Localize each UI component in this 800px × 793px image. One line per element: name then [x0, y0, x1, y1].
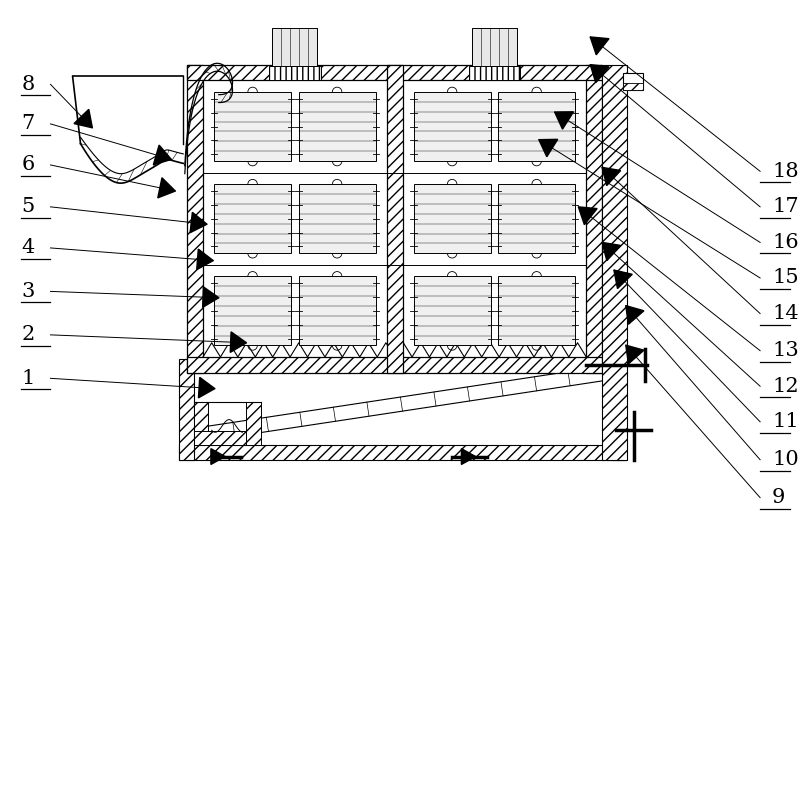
- Bar: [214, 276, 291, 346]
- Polygon shape: [626, 305, 644, 324]
- Text: 6: 6: [22, 155, 34, 174]
- Polygon shape: [602, 167, 621, 186]
- Bar: [298, 184, 376, 253]
- Polygon shape: [590, 64, 609, 82]
- Text: 5: 5: [22, 197, 34, 216]
- Bar: [187, 64, 602, 80]
- Text: 4: 4: [22, 239, 34, 258]
- Polygon shape: [190, 213, 207, 232]
- Bar: [187, 64, 203, 373]
- Bar: [298, 276, 376, 346]
- Polygon shape: [202, 287, 219, 308]
- Bar: [586, 64, 602, 373]
- Text: 15: 15: [772, 269, 798, 288]
- Polygon shape: [462, 449, 476, 465]
- Polygon shape: [230, 331, 246, 352]
- Polygon shape: [539, 140, 558, 157]
- Polygon shape: [154, 145, 171, 165]
- Text: 18: 18: [772, 162, 798, 181]
- Bar: [623, 83, 643, 90]
- Text: 10: 10: [772, 450, 798, 469]
- Polygon shape: [197, 249, 214, 270]
- Polygon shape: [626, 345, 644, 364]
- Bar: [472, 29, 517, 66]
- Bar: [194, 402, 208, 446]
- Bar: [298, 92, 376, 161]
- Polygon shape: [211, 449, 225, 465]
- Polygon shape: [602, 243, 621, 261]
- Bar: [214, 92, 291, 161]
- Bar: [414, 92, 490, 161]
- Bar: [469, 66, 520, 80]
- Bar: [498, 276, 575, 346]
- Bar: [272, 29, 318, 66]
- Bar: [611, 373, 626, 460]
- Bar: [498, 92, 575, 161]
- Polygon shape: [578, 207, 597, 224]
- Bar: [269, 66, 321, 80]
- Text: 12: 12: [772, 377, 798, 396]
- Polygon shape: [614, 270, 632, 289]
- Bar: [194, 431, 261, 446]
- Bar: [386, 64, 402, 373]
- Text: 11: 11: [772, 412, 798, 431]
- Bar: [602, 64, 627, 460]
- Text: 1: 1: [22, 369, 34, 388]
- Bar: [623, 72, 643, 90]
- Text: 13: 13: [772, 341, 798, 360]
- Text: 16: 16: [772, 233, 798, 252]
- Bar: [179, 446, 626, 460]
- Text: 7: 7: [22, 114, 34, 133]
- Text: 3: 3: [22, 282, 34, 301]
- Bar: [414, 276, 490, 346]
- Text: 14: 14: [772, 304, 798, 323]
- Bar: [179, 358, 194, 460]
- Polygon shape: [198, 377, 215, 398]
- Bar: [498, 184, 575, 253]
- Polygon shape: [590, 37, 609, 55]
- Text: 17: 17: [772, 197, 798, 216]
- Bar: [246, 402, 261, 446]
- Bar: [187, 357, 602, 373]
- Bar: [414, 184, 490, 253]
- Bar: [214, 184, 291, 253]
- Polygon shape: [554, 112, 574, 129]
- Text: 9: 9: [772, 488, 786, 508]
- Text: 8: 8: [22, 75, 34, 94]
- Polygon shape: [158, 178, 175, 198]
- Polygon shape: [74, 109, 92, 128]
- Text: 2: 2: [22, 325, 34, 344]
